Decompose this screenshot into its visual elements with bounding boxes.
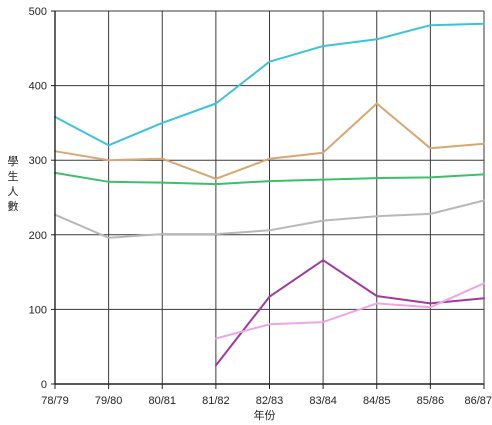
y-tick-label: 100 <box>29 304 47 316</box>
tick-labels: 0 100 200 300 400 500 78/79 79/80 80/81 81/82 82/8… <box>29 6 492 407</box>
y-axis-label-char: 人 <box>8 185 19 198</box>
y-tick-label: 300 <box>29 155 47 167</box>
y-tick-label: 400 <box>29 81 47 93</box>
x-tick-label: 84/85 <box>363 395 391 407</box>
grid-lines <box>55 10 485 384</box>
series-lines <box>54 22 485 367</box>
series-line-6 <box>214 282 485 340</box>
x-tick-label: 83/84 <box>309 395 337 407</box>
series-line-3 <box>54 171 485 186</box>
y-axis-label-char: 學 <box>8 155 19 168</box>
x-tick-label: 80/81 <box>148 395 176 407</box>
y-axis-label: 學生人數 <box>8 155 19 213</box>
x-tick-label: 78/79 <box>41 395 69 407</box>
axes <box>51 10 485 389</box>
series-line-4 <box>54 199 485 239</box>
y-axis-label-char: 數 <box>8 200 19 213</box>
y-tick-label: 200 <box>29 230 47 242</box>
x-tick-label: 81/82 <box>202 395 230 407</box>
x-tick-label: 85/86 <box>417 395 445 407</box>
series-line-2 <box>54 102 485 180</box>
y-tick-label: 500 <box>29 6 47 18</box>
y-tick-label: 0 <box>41 379 47 391</box>
x-tick-label: 82/83 <box>256 395 284 407</box>
x-axis-label: 年份 <box>254 408 276 422</box>
series-line-1 <box>54 22 485 147</box>
x-tick-label: 79/80 <box>95 395 123 407</box>
x-tick-label: 86/87 <box>464 395 492 407</box>
y-axis-label-char: 生 <box>8 169 19 183</box>
